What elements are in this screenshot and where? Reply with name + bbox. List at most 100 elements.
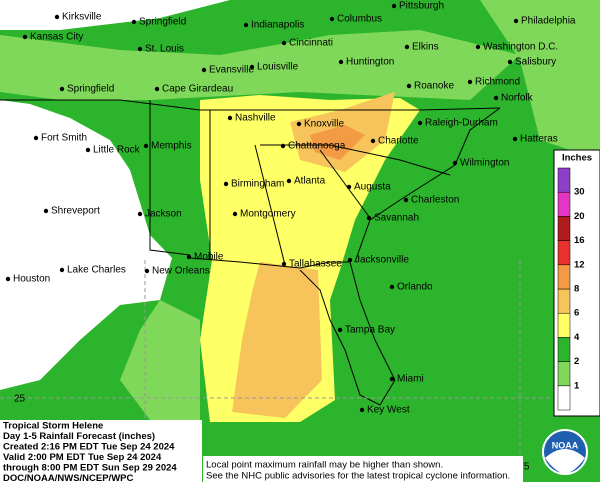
coast: [354, 107, 501, 263]
city-dot: [467, 79, 473, 85]
city-dot: [137, 46, 143, 52]
legend-swatch: [557, 216, 571, 241]
city-dot: [391, 3, 397, 9]
city-dot: [370, 138, 376, 144]
city-label: Jacksonville: [355, 255, 409, 266]
city-dot: [286, 178, 292, 184]
city-label: Orlando: [397, 282, 433, 293]
legend-label: 1: [574, 380, 580, 391]
legend-swatch: [557, 288, 571, 314]
city-label: Tampa Bay: [345, 325, 395, 336]
city-label: St. Louis: [145, 44, 184, 55]
city-dot: [389, 376, 395, 382]
city-dot: [296, 121, 302, 127]
city-label: Jackson: [145, 209, 182, 220]
city-dot: [329, 16, 335, 22]
legend-swatch: [557, 167, 571, 193]
city-label: Norfolk: [501, 93, 534, 104]
city-dot: [337, 327, 343, 333]
info-line: through 8:00 PM EDT Sun Sep 29 2024: [3, 463, 177, 474]
info-box: [0, 420, 202, 482]
city-label: Richmond: [475, 77, 520, 88]
city-dot: [280, 143, 286, 149]
note: See the NHC public advisories for the la…: [206, 471, 510, 482]
city-dot: [346, 184, 352, 190]
rain-1-2: [0, 30, 520, 100]
city-label: Knoxville: [304, 119, 344, 130]
cities: Kirksville Springfield Indianapolis Columbu…: [5, 1, 576, 416]
info-line: Created 2:16 PM EDT Tue Sep 24 2024: [3, 442, 175, 453]
city-label: Memphis: [151, 141, 192, 152]
city-label: Nashville: [235, 113, 276, 124]
city-dot: [43, 208, 49, 214]
city-label: Elkins: [412, 42, 439, 53]
city-label: Shreveport: [51, 206, 100, 217]
city-label: Augusta: [354, 182, 391, 193]
city-label: Mobile: [194, 252, 224, 263]
city-dot: [512, 136, 518, 142]
info-line: DOC/NOAA/NWS/NCEP/WPC: [3, 473, 134, 482]
city-dot: [154, 86, 160, 92]
note-box: [203, 456, 523, 482]
city-dot: [243, 22, 249, 28]
city-dot: [227, 115, 233, 121]
city-label: Lake Charles: [67, 265, 126, 276]
legend-swatch: [557, 312, 571, 338]
city-label: Springfield: [139, 17, 186, 28]
city-label: Washington D.C.: [483, 42, 558, 53]
city-dot: [404, 44, 410, 50]
rain-1-2: [480, 0, 600, 160]
city-label: Fort Smith: [41, 133, 87, 144]
grid-label: 25: [14, 394, 26, 405]
state-line: [0, 99, 501, 111]
city-dot: [417, 120, 423, 126]
city-dot: [513, 18, 519, 24]
city-dot: [144, 268, 150, 274]
city-dot: [347, 257, 353, 263]
city-dot: [59, 267, 65, 273]
legend-swatch: [557, 240, 571, 266]
city-label: Charleston: [411, 195, 459, 206]
city-label: Key West: [367, 405, 410, 416]
city-dot: [403, 197, 409, 203]
state-line: [260, 144, 451, 176]
city-label: Springfield: [67, 84, 114, 95]
state-line: [319, 149, 371, 219]
rain-6-8: [232, 262, 322, 418]
info-line: Day 1-5 Rainfall Forecast (inches): [3, 431, 155, 442]
city-dot: [232, 211, 238, 217]
city-label: Cape Girardeau: [162, 84, 233, 95]
city-label: Roanoke: [414, 81, 454, 92]
city-dot: [59, 86, 65, 92]
city-dot: [85, 147, 91, 153]
city-dot: [389, 284, 395, 290]
city-label: Raleigh-Durham: [425, 118, 498, 129]
city-dot: [131, 19, 137, 25]
city-label: Birmingham: [231, 179, 284, 190]
city-dot: [143, 143, 149, 149]
city-label: Atlanta: [294, 176, 326, 187]
city-label: Savannah: [374, 213, 419, 224]
city-dot: [493, 95, 499, 101]
city-dot: [281, 261, 287, 267]
city-dot: [22, 34, 28, 40]
rain-1-2: [120, 300, 200, 420]
city-dot: [406, 83, 412, 89]
city-label: Tallahassee: [289, 259, 342, 270]
city-dot: [33, 135, 39, 141]
city-dot: [137, 211, 143, 217]
city-dot: [366, 215, 372, 221]
legend-label: 2: [574, 356, 579, 367]
legend-swatch: [557, 385, 571, 411]
legend-swatch: [557, 337, 571, 362]
city-label: Salisbury: [515, 57, 556, 68]
state-line: [149, 100, 191, 256]
city-label: Evansville: [209, 65, 254, 76]
legend-swatch: [557, 264, 571, 290]
legend-label: 30: [574, 187, 585, 198]
logo-gull: [545, 449, 585, 474]
city-label: Philadelphia: [521, 16, 576, 27]
